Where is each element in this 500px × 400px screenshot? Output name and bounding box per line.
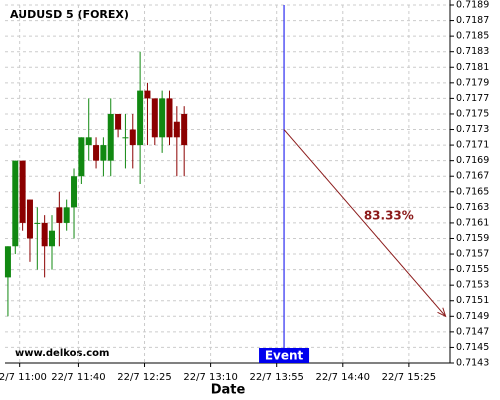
watermark: www.delkos.com — [15, 348, 109, 359]
y-tick-label: 0.7179 — [456, 77, 489, 88]
projection-arrow — [283, 129, 446, 317]
y-tick-label: 0.7161 — [456, 217, 489, 228]
x-tick-label: 22/7 12:25 — [117, 372, 171, 383]
x-tick-label: 22/7 11:40 — [51, 372, 105, 383]
x-tick-label: 22/7 13:55 — [249, 372, 303, 383]
candle-body — [181, 113, 188, 146]
y-tick-label: 0.7145 — [456, 342, 489, 353]
candle-body — [166, 98, 173, 138]
y-tick-label: 0.7165 — [456, 186, 489, 197]
y-tick-label: 0.7149 — [456, 311, 489, 322]
y-tick-label: 0.7173 — [456, 124, 489, 135]
candle-body — [159, 98, 166, 138]
candle-body — [122, 137, 129, 139]
arrow-head — [437, 307, 447, 318]
y-tick-label: 0.7183 — [456, 46, 489, 57]
candle-body — [19, 160, 26, 223]
y-tick-label: 0.7155 — [456, 264, 489, 275]
y-tick-label: 0.7185 — [456, 31, 489, 42]
y-tick-label: 0.7181 — [456, 62, 489, 73]
candle-body — [100, 145, 107, 161]
y-tick-label: 0.7171 — [456, 140, 489, 151]
x-tick-label: 22/7 15:25 — [382, 372, 436, 383]
candle-body — [34, 222, 41, 224]
candle-body — [129, 129, 136, 146]
candle-body — [63, 207, 70, 223]
y-tick-label: 0.7177 — [456, 93, 489, 104]
candle-body — [137, 90, 144, 146]
candle-body — [4, 246, 11, 278]
candle-body — [26, 199, 33, 239]
projection-label: 83.33% — [364, 208, 414, 222]
candle-body — [107, 113, 114, 161]
candle-body — [78, 137, 85, 177]
candle-body — [93, 145, 100, 161]
x-tick-label: 22/7 11:00 — [0, 372, 47, 383]
y-tick-label: 0.7143 — [456, 358, 489, 369]
candle-body — [151, 98, 158, 138]
candle-body — [12, 160, 19, 247]
candle-body — [48, 230, 55, 247]
event-label-box — [259, 348, 310, 363]
candle-body — [56, 207, 63, 223]
candle-body — [144, 90, 151, 99]
chart-title: AUDUSD 5 (FOREX) — [10, 8, 129, 21]
y-tick-label: 0.7159 — [456, 233, 489, 244]
x-tick-label: 22/7 13:10 — [183, 372, 237, 383]
y-tick-label: 0.7153 — [456, 280, 489, 291]
y-tick-label: 0.7189 — [456, 0, 489, 11]
x-tick-label: 22/7 14:40 — [316, 372, 370, 383]
candle-body — [41, 222, 48, 247]
candle-body — [173, 121, 180, 138]
event-label: Event — [265, 349, 304, 363]
y-tick-label: 0.7163 — [456, 202, 489, 213]
candle-body — [115, 113, 122, 130]
x-axis-label: Date — [211, 383, 246, 398]
y-tick-label: 0.7187 — [456, 15, 489, 26]
y-tick-label: 0.7147 — [456, 326, 489, 337]
y-tick-label: 0.7157 — [456, 249, 489, 260]
y-tick-label: 0.7169 — [456, 155, 489, 166]
candle-body — [85, 137, 92, 146]
y-tick-label: 0.7151 — [456, 295, 489, 306]
y-tick-label: 0.7167 — [456, 171, 489, 182]
y-tick-label: 0.7175 — [456, 108, 489, 119]
candle-body — [71, 176, 78, 208]
